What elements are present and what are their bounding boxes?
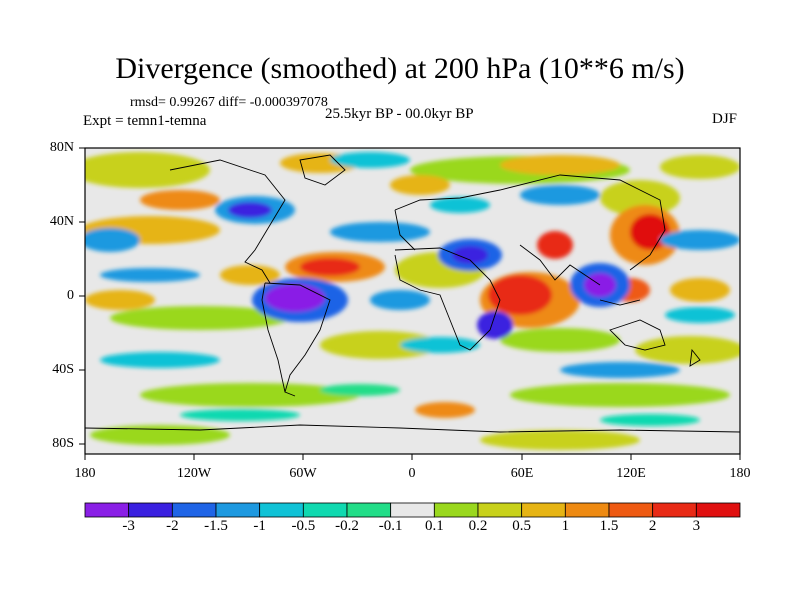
colorbar <box>84 502 741 518</box>
colorbar-swatch <box>259 502 304 518</box>
colorbar-swatch <box>652 502 697 518</box>
colorbar-swatch <box>521 502 566 518</box>
lat-label-40s: 40S <box>52 362 74 377</box>
colorbar-swatch <box>84 502 130 518</box>
season-label: DJF <box>712 111 738 127</box>
lon-label-60w: 60W <box>289 466 317 481</box>
colorbar-swatch <box>302 502 348 518</box>
colorbar-label: -0.5 <box>291 518 316 534</box>
period-label: 25.5kyr BP - 00.0kyr BP <box>325 106 474 122</box>
colorbar-label: 3 <box>692 518 701 534</box>
lon-label-180e: 180 <box>729 466 751 481</box>
colorbar-swatch <box>128 502 173 518</box>
lat-label-40n: 40N <box>49 214 74 229</box>
colorbar-swatch <box>608 502 654 518</box>
lon-label-60e: 60E <box>510 466 534 481</box>
colorbar-swatch <box>433 502 479 518</box>
colorbar-swatch <box>564 502 610 518</box>
colorbar-label: -0.2 <box>335 518 359 534</box>
coastlines <box>85 154 740 433</box>
colorbar-label: -3 <box>122 518 135 534</box>
lon-label-0: 0 <box>408 466 416 481</box>
colorbar-label: 0.1 <box>424 518 444 534</box>
colorbar-swatch <box>695 502 741 518</box>
plot-title: Divergence (smoothed) at 200 hPa (10**6 … <box>115 52 685 85</box>
colorbar-label: -2 <box>166 518 179 534</box>
lon-label-180w: 180 <box>74 466 96 481</box>
lat-label-0: 0 <box>67 288 74 303</box>
stats-text: rmsd= 0.99267 diff= -0.000397078 <box>130 95 328 110</box>
colorbar-swatch <box>171 502 217 518</box>
colorbar-label: 1 <box>561 518 570 534</box>
experiment-label: Expt = temn1-temna <box>83 113 207 129</box>
field-layer <box>85 148 740 454</box>
colorbar-swatch <box>390 502 435 518</box>
colorbar-label: -1.5 <box>204 518 228 534</box>
colorbar-swatch <box>215 502 261 518</box>
axis-ticks <box>79 147 741 460</box>
colorbar-label: 0.5 <box>512 518 532 534</box>
colorbar-label: -1 <box>253 518 266 534</box>
lon-label-120e: 120E <box>616 466 646 481</box>
lon-label-120w: 120W <box>176 466 212 481</box>
colorbar-swatch <box>477 502 523 518</box>
colorbar-label: -0.1 <box>378 518 403 534</box>
lat-label-80s: 80S <box>52 436 74 451</box>
lat-label-80n: 80N <box>49 140 74 155</box>
colorbar-swatch <box>346 502 392 518</box>
colorbar-label: 0.2 <box>468 518 488 534</box>
colorbar-label: 1.5 <box>599 518 619 534</box>
colorbar-label: 2 <box>648 518 657 534</box>
